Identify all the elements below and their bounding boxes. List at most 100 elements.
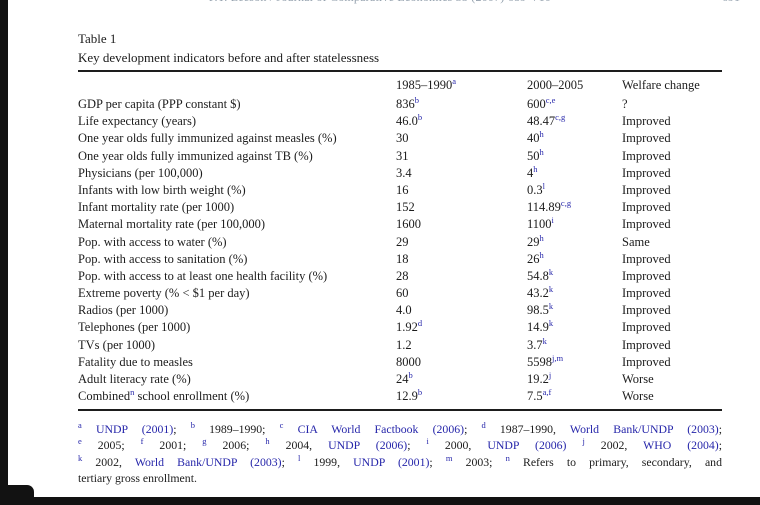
footnote-line: a UNDP (2001); b 1989–1990; c CIA World … [78,420,722,436]
value-2000-2005: 3.7k [527,335,547,352]
footnote-marker: d [481,420,486,431]
value-1985-1990: 4.0 [396,303,412,318]
table-row: GDP per capita (PPP constant $) 836b 600c,… [78,96,722,113]
citation-link[interactable]: World Bank/UNDP (2003) [569,422,719,436]
footnote-marker: k [548,318,554,329]
footnote-marker: c,g [560,197,572,208]
welfare-change: Improved [622,320,671,335]
welfare-change: Improved [622,182,671,197]
footnote-marker: c [279,420,284,431]
value-1985-1990: 29 [396,234,409,249]
table-row: Infant mortality rate (per 1000) 152 114.8… [78,199,722,216]
welfare-change: Improved [622,200,671,215]
welfare-change: Improved [622,286,671,301]
welfare-change: Worse [622,372,654,386]
footnote-marker: j [548,369,552,380]
footnote-marker: h [539,146,544,157]
welfare-change: Improved [622,217,671,232]
running-header-clip: P.T. Leeson / Journal of Comparative Eco… [0,0,760,6]
citation-link[interactable]: UNDP (2006) [328,438,408,453]
indicator-label: Maternal mortality rate (per 100,000) [78,217,266,232]
citation-link[interactable]: UNDP (2006) [487,438,567,453]
indicator-label: Infant mortality rate (per 1000) [78,200,235,215]
value-1985-1990: 152 [396,200,415,215]
welfare-change: Worse [622,389,654,404]
value-2000-2005: 5598j,m [527,352,564,369]
table-row: Pop. with access to water (%) 29 29h Same [78,232,722,251]
value-1985-1990: 31 [396,148,409,163]
page-number: 691 [722,0,740,5]
table-row: Radios (per 1000) 4.0 98.5k Improved [78,302,722,319]
table-row: Telephones (per 1000) 1.92d 14.9k Improved [78,319,722,336]
value-1985-1990: 1.92d [396,318,423,335]
value-2000-2005: 26h [527,249,544,266]
value-1985-1990: 30 [396,131,409,146]
footnote-marker: k [542,335,547,346]
table-row: Pop. with access to at least one health … [78,266,722,285]
table-caption: Key development indicators before and af… [78,50,380,65]
table-row: Combinedn school enrollment (%) 12.9b 7.5a… [78,388,722,405]
column-header-period-2000-2005: 2000–2005 [527,78,584,92]
citation-link[interactable]: UNDP (2001) [95,422,174,436]
value-2000-2005: 29h [527,232,544,249]
table-row: Maternal mortality rate (per 100,000) 160… [78,216,722,233]
indicator-label: Physicians (per 100,000) [78,165,203,180]
value-1985-1990: 46.0b [396,112,423,129]
value-2000-2005: 43.2k [527,283,554,301]
footnote-marker: h [539,232,544,243]
citation-link[interactable]: World Bank/UNDP (2003) [134,454,282,469]
value-1985-1990: 24b [396,369,413,386]
table-row: Adult literacy rate (%) 24b 19.2j Worse [78,371,722,388]
citation-link[interactable]: UNDP (2001) [353,454,430,469]
footnote-marker: h [533,163,538,174]
welfare-change: Improved [622,337,671,352]
table-row: TVs (per 1000) 1.2 3.7k Improved [78,335,722,354]
footnote-marker: l [297,452,301,463]
indicator-label: Fatality due to measles [78,354,193,369]
footnote-marker: a [452,75,457,86]
indicator-label: One year olds fully immunized against TB… [78,148,313,163]
footnote-marker: a,f [542,387,552,398]
journal-running-header: P.T. Leeson / Journal of Comparative Eco… [0,0,760,5]
column-header-welfare-change: Welfare change [622,78,700,92]
table-number: Table 1 [78,31,117,46]
indicator-label: Adult literacy rate (%) [78,372,191,386]
indicator-label: TVs (per 1000) [78,337,156,352]
table-body: GDP per capita (PPP constant $) 836b 600c,… [78,96,722,405]
value-2000-2005: 48.47c,g [527,112,566,129]
footnote-marker: b [408,369,413,380]
footnote-marker: k [78,452,83,463]
footnote-marker: h [539,129,544,140]
footnote-marker: b [417,112,423,123]
table-row: Pop. with access to sanitation (%) 18 26h I… [78,249,722,268]
welfare-change: Improved [622,268,671,283]
value-2000-2005: 600c,e [527,94,556,111]
value-1985-1990: 8000 [396,354,421,369]
footnote-marker: a [78,420,82,431]
value-2000-2005: 40h [527,129,544,146]
value-2000-2005: 0.3l [527,180,545,197]
table-top-rule [78,70,722,72]
welfare-change: Improved [622,303,671,318]
indicator-label: One year olds fully immunized against me… [78,131,337,146]
footnote-marker: m [445,452,453,463]
footnote-marker: h [539,249,544,260]
indicator-label: Pop. with access to at least one health … [78,268,328,283]
table-footnotes: a UNDP (2001); b 1989–1990; c CIA World … [78,421,722,487]
value-1985-1990: 18 [396,251,409,266]
citation-link[interactable]: WHO (2004) [643,438,719,453]
footnote-marker: f [140,436,144,447]
indicator-label: Infants with low birth weight (%) [78,182,246,197]
table-row: One year olds fully immunized against TB… [78,146,722,165]
scan-corner-bottom-left [0,485,34,505]
footnote-marker: b [190,420,195,431]
value-2000-2005: 114.89c,g [527,197,572,215]
citation-link[interactable]: CIA World Factbook (2006) [297,422,465,436]
value-1985-1990: 836b [396,94,419,111]
value-2000-2005: 7.5a,f [527,387,552,404]
value-2000-2005: 54.8k [527,266,554,283]
welfare-change: Improved [622,148,671,163]
footnote-marker: i [551,215,554,226]
footnote-marker: c,e [545,94,556,105]
footnote-marker: j [582,436,585,447]
